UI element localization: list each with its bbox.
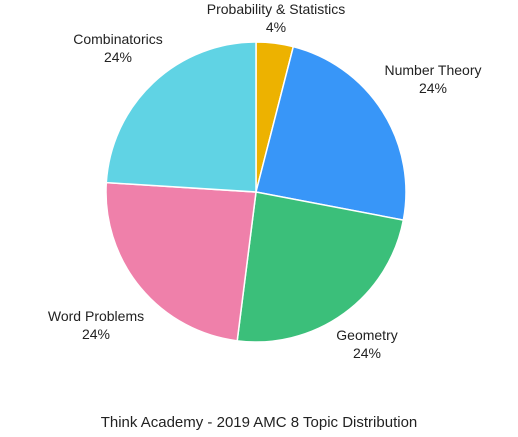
slice-label-probability-statistics: Probability & Statistics bbox=[207, 1, 346, 17]
pie-slice-geometry bbox=[236, 191, 405, 343]
slice-label-word-problems: Word Problems bbox=[48, 308, 144, 324]
slice-value-number-theory: 24% bbox=[419, 80, 447, 96]
pie-slices bbox=[105, 41, 407, 343]
chart-title: Think Academy - 2019 AMC 8 Topic Distrib… bbox=[100, 414, 418, 431]
slice-label-combinatorics: Combinatorics bbox=[73, 31, 162, 47]
slice-value-word-problems: 24% bbox=[82, 326, 110, 342]
slice-value-combinatorics: 24% bbox=[104, 49, 132, 65]
slice-label-geometry: Geometry bbox=[336, 327, 397, 343]
slice-value-probability-statistics: 4% bbox=[266, 19, 286, 35]
pie-slice-combinatorics bbox=[105, 41, 257, 193]
slice-value-geometry: 24% bbox=[353, 345, 381, 361]
slice-label-number-theory: Number Theory bbox=[384, 62, 481, 78]
pie-slice-word-problems bbox=[105, 181, 257, 342]
pie-slice-number-theory bbox=[255, 45, 407, 221]
pie-labels: Probability & Statistics 4% Number Theory 2… bbox=[48, 1, 482, 361]
